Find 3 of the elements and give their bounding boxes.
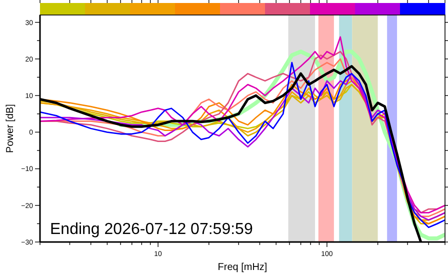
annotation: Ending 2026-07-12 07:59:59 xyxy=(50,221,253,238)
y-axis-title: Power [dB] xyxy=(5,104,16,153)
x-axis-title: Freq [mHz] xyxy=(218,262,268,273)
